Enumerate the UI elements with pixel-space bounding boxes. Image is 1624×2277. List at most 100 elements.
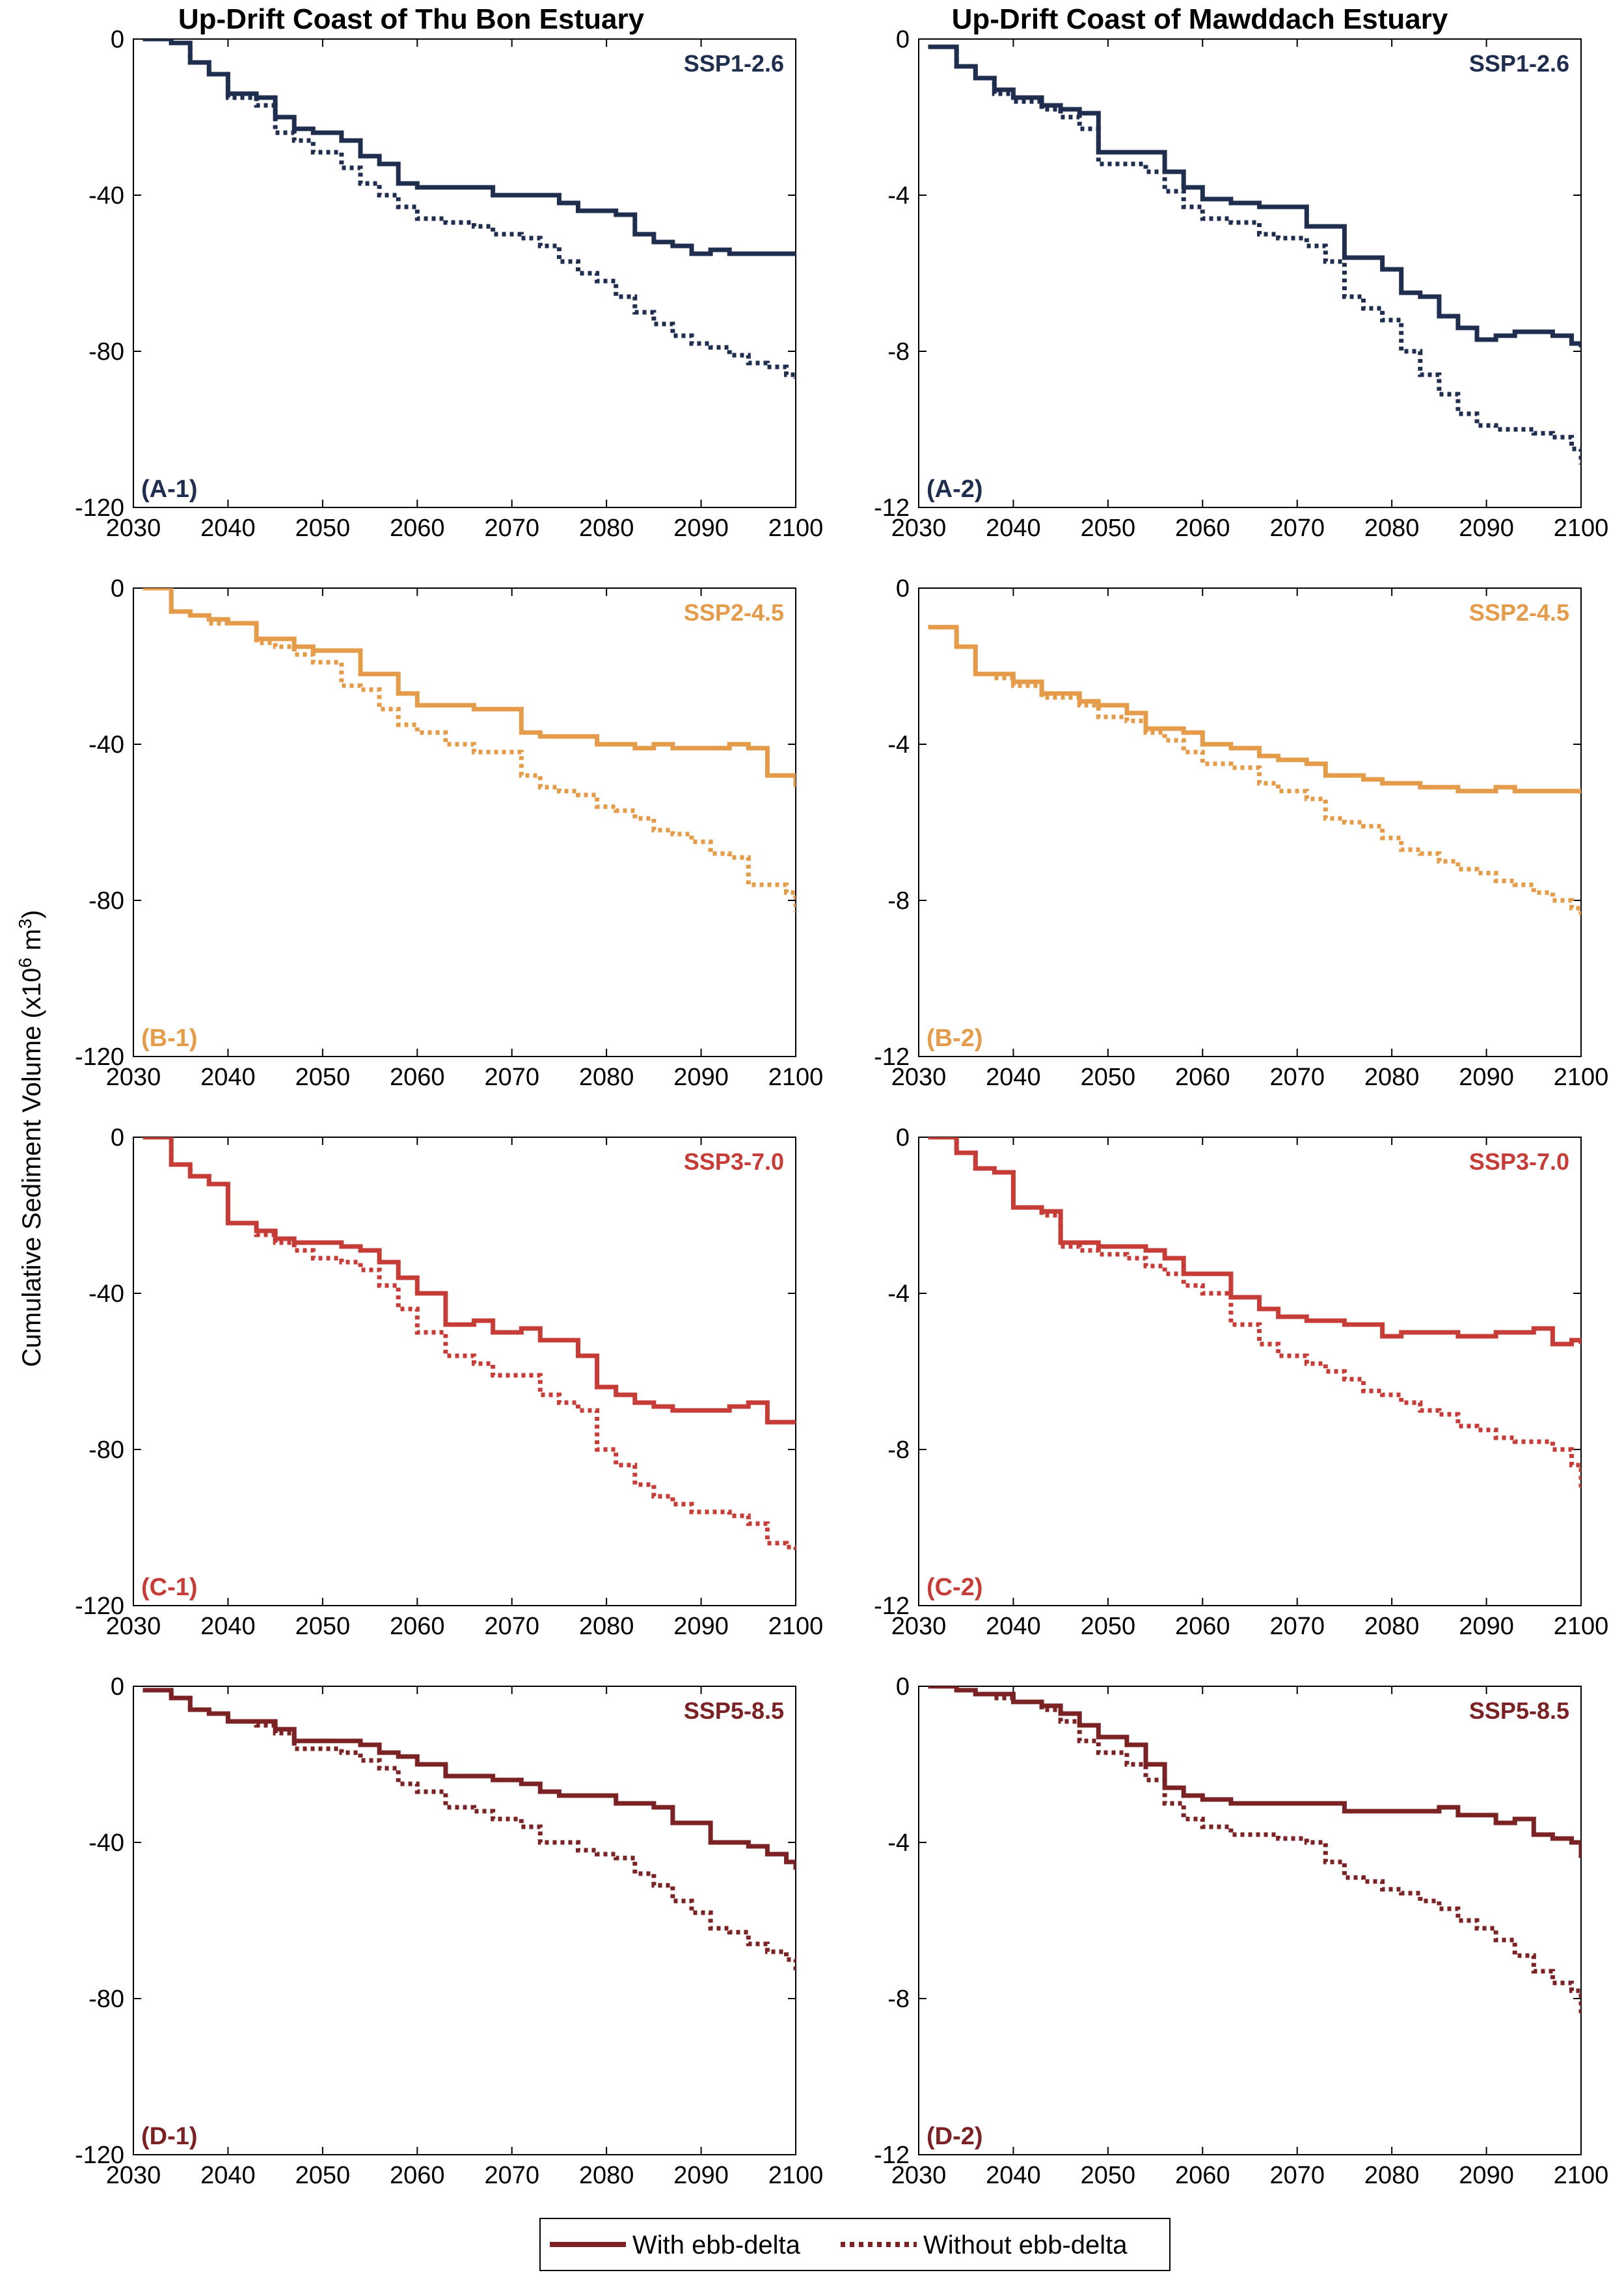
y-tick-label-a-2: -4 [887,182,910,209]
x-tick-label-a-1: 2030 [106,515,161,542]
panel-label-d-2: (D-2) [927,2123,983,2150]
y-tick-label-a-1: 0 [111,26,124,53]
y-tick-label-d-2: 0 [896,1673,910,1701]
x-tick-label-d-1: 2040 [200,2162,256,2189]
x-tick-label-a-2: 2040 [986,515,1041,542]
panel-label-c-1: (C-1) [141,1574,198,1601]
panel-d-2: 2030 2040 2050 2060 2070 2080 2090 2100 0 -4 -8 -12… [874,1673,1608,2189]
x-tick-label-c-1: 2080 [579,1613,634,1640]
plot-frame-d-1 [133,1686,796,2155]
scenario-label-c-1: SSP3-7.0 [684,1148,784,1175]
panel-b-1: 2030 2040 2050 2060 2070 2080 2090 2100 0 -40 -80 -… [75,575,823,1091]
x-tick-label-d-1: 2080 [579,2162,634,2189]
x-tick-label-a-2: 2070 [1269,515,1325,542]
scenario-label-a-2: SSP1-2.6 [1469,50,1569,77]
x-tick-label-b-2: 2080 [1364,1064,1420,1091]
x-tick-label-d-1: 2050 [295,2162,351,2189]
x-tick-label-c-2: 2080 [1364,1613,1420,1640]
x-tick-label-d-2: 2060 [1175,2162,1230,2189]
plot-frame-a-2 [918,38,1582,508]
legend-without-ebb-delta: Without ebb-delta [923,2231,1128,2259]
x-tick-label-b-2: 2050 [1081,1064,1136,1091]
x-tick-label-a-1: 2040 [200,515,256,542]
x-tick-label-d-1: 2090 [673,2162,729,2189]
x-tick-label-b-2: 2100 [1554,1064,1609,1091]
y-tick-label-a-2: -12 [874,494,910,522]
y-tick-label-c-1: -80 [88,1436,124,1464]
legend-with-ebb-delta: With ebb-delta [632,2231,801,2259]
plot-frame-c-2 [918,1137,1582,1606]
y-axis-label-main: Cumulative Sediment Volume (x10 [18,968,46,1368]
y-tick-label-d-2: -4 [887,1829,910,1857]
series-with-ebb-delta-a-1 [142,39,796,256]
x-tick-label-a-1: 2100 [768,515,824,542]
plot-frame-c-1 [133,1137,796,1606]
y-tick-label-a-2: -8 [887,338,910,366]
series-without-ebb-delta-d-2 [928,1686,1581,2014]
y-axis-label-unit-exponent: 3 [15,919,35,929]
y-tick-label-d-1: -40 [88,1829,124,1857]
x-tick-label-c-1: 2050 [295,1613,351,1640]
x-tick-label-d-2: 2050 [1081,2162,1136,2189]
plot-frame-a-1 [133,38,796,508]
x-tick-label-b-2: 2030 [891,1064,947,1091]
series-with-ebb-delta-a-2 [928,44,1581,347]
y-tick-label-c-2: -4 [887,1280,910,1308]
y-tick-label-a-1: -120 [75,494,124,522]
x-tick-label-a-2: 2100 [1554,515,1609,542]
y-tick-label-c-2: 0 [896,1124,910,1152]
x-tick-label-d-2: 2030 [891,2162,947,2189]
y-tick-label-a-1: -80 [88,338,124,366]
x-tick-label-c-2: 2070 [1269,1613,1325,1640]
panel-a-1: 2030 2040 2050 2060 2070 2080 2090 2100 0 -40 -80 -… [75,26,823,542]
x-tick-label-b-1: 2050 [295,1064,351,1091]
x-tick-label-b-2: 2070 [1269,1064,1325,1091]
scenario-label-d-1: SSP5-8.5 [684,1697,784,1724]
x-tick-label-c-2: 2040 [986,1613,1041,1640]
y-tick-label-b-1: -80 [88,887,124,915]
x-tick-label-c-1: 2090 [673,1613,729,1640]
y-tick-label-d-2: -8 [887,1986,910,2013]
y-tick-label-c-1: -120 [75,1593,124,1620]
x-tick-label-a-1: 2050 [295,515,351,542]
y-axis-label: Cumulative Sediment Volume (x106 m3) [15,910,46,1368]
x-tick-label-d-1: 2100 [768,2162,824,2189]
x-tick-label-a-2: 2080 [1364,515,1420,542]
scenario-label-c-2: SSP3-7.0 [1469,1148,1569,1175]
x-tick-label-b-1: 2040 [200,1064,256,1091]
column-title-thu-bon: Up-Drift Coast of Thu Bon Estuary [178,3,645,35]
panel-d-1: 2030 2040 2050 2060 2070 2080 2090 2100 0 -40 -80 -… [75,1673,823,2189]
panel-label-d-1: (D-1) [141,2123,198,2150]
scenario-label-d-2: SSP5-8.5 [1469,1697,1569,1724]
y-axis-label-exponent: 6 [15,958,35,968]
x-tick-label-b-2: 2040 [986,1064,1041,1091]
panel-label-a-1: (A-1) [141,476,198,503]
x-tick-label-c-1: 2100 [768,1613,824,1640]
y-tick-label-c-2: -8 [887,1436,910,1464]
legend-box [539,2218,1171,2271]
x-tick-label-c-2: 2050 [1081,1613,1136,1640]
x-tick-label-a-2: 2090 [1459,515,1514,542]
panel-label-b-2: (B-2) [927,1025,983,1052]
scenario-label-b-1: SSP2-4.5 [684,599,784,626]
x-tick-label-a-1: 2080 [579,515,634,542]
x-tick-label-a-2: 2060 [1175,515,1230,542]
x-tick-label-c-1: 2070 [484,1613,539,1640]
x-tick-label-d-1: 2070 [484,2162,539,2189]
y-tick-label-c-1: 0 [111,1124,124,1152]
x-tick-label-c-1: 2060 [390,1613,445,1640]
column-title-mawddach: Up-Drift Coast of Mawddach Estuary [952,3,1448,35]
y-tick-label-b-1: -40 [88,731,124,759]
x-tick-label-b-2: 2090 [1459,1064,1514,1091]
x-tick-label-d-1: 2060 [390,2162,445,2189]
y-tick-label-a-2: 0 [896,26,910,53]
y-tick-label-d-1: 0 [111,1673,124,1701]
series-with-ebb-delta-d-1 [142,1688,796,1870]
x-tick-label-c-2: 2030 [891,1613,947,1640]
series-without-ebb-delta-d-1 [142,1688,796,1971]
x-tick-label-c-2: 2060 [1175,1613,1230,1640]
x-tick-label-c-1: 2040 [200,1613,256,1640]
y-tick-label-c-1: -40 [88,1280,124,1308]
x-tick-label-c-1: 2030 [106,1613,161,1640]
